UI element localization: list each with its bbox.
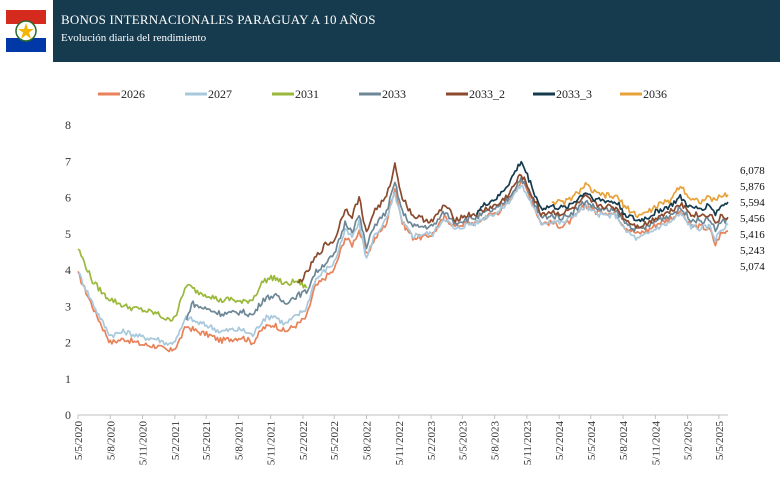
x-tick-label: 5/5/2020 bbox=[73, 421, 85, 461]
x-tick-label: 5/8/2020 bbox=[105, 421, 117, 461]
end-value-label: 5,594 bbox=[740, 197, 765, 209]
chart-subtitle: Evolución diaria del rendimiento bbox=[61, 32, 207, 44]
y-tick-label: 8 bbox=[65, 118, 71, 132]
x-tick-label: 5/2/2024 bbox=[554, 421, 566, 461]
end-value-label: 5,416 bbox=[740, 229, 765, 241]
series-line-2036 bbox=[551, 181, 729, 219]
end-value-label: 5,876 bbox=[740, 181, 765, 193]
x-tick-label: 5/8/2023 bbox=[490, 421, 502, 461]
end-value-label: 5,456 bbox=[740, 213, 765, 225]
x-tick-label: 5/5/2025 bbox=[714, 421, 726, 461]
series-line-2033 bbox=[185, 176, 729, 321]
y-tick-label: 6 bbox=[65, 191, 71, 205]
end-value-label: 5,074 bbox=[740, 261, 765, 273]
x-tick-label: 5/5/2024 bbox=[586, 421, 598, 461]
x-tick-label: 5/5/2022 bbox=[329, 421, 341, 460]
x-tick-label: 5/2/2022 bbox=[298, 421, 310, 460]
paraguay-seal-icon bbox=[6, 10, 46, 52]
x-tick-label: 5/11/2021 bbox=[266, 421, 278, 465]
chart-title: BONOS INTERNACIONALES PARAGUAY A 10 AÑOS bbox=[61, 12, 376, 27]
legend-label: 2031 bbox=[295, 87, 319, 101]
legend-label: 2036 bbox=[643, 87, 667, 101]
legend-label: 2033 bbox=[382, 87, 406, 101]
x-tick-label: 5/11/2020 bbox=[138, 421, 150, 466]
x-tick-label: 5/8/2022 bbox=[361, 421, 373, 460]
x-tick-label: 5/2/2025 bbox=[683, 421, 695, 461]
y-tick-label: 1 bbox=[65, 372, 71, 386]
x-tick-label: 5/8/2024 bbox=[618, 421, 630, 461]
series-line-2026 bbox=[77, 179, 728, 353]
y-tick-label: 7 bbox=[65, 154, 71, 168]
x-tick-label: 5/2/2023 bbox=[426, 421, 438, 461]
x-tick-label: 5/11/2022 bbox=[394, 421, 406, 465]
legend-label: 2033_2 bbox=[469, 87, 505, 101]
x-tick-label: 5/2/2021 bbox=[170, 421, 182, 460]
series-line-2033-2 bbox=[297, 162, 729, 284]
x-tick-label: 5/5/2023 bbox=[457, 421, 469, 461]
y-tick-label: 4 bbox=[65, 263, 71, 277]
legend-label: 2026 bbox=[121, 87, 145, 101]
x-tick-label: 5/8/2021 bbox=[233, 421, 245, 460]
end-value-label: 6,078 bbox=[740, 165, 765, 177]
y-tick-label: 2 bbox=[65, 336, 71, 350]
x-tick-label: 5/11/2024 bbox=[650, 421, 662, 466]
series-line-2031 bbox=[77, 248, 308, 322]
x-tick-label: 5/5/2021 bbox=[201, 421, 213, 460]
end-value-label: 5,243 bbox=[740, 245, 765, 257]
header: BONOS INTERNACIONALES PARAGUAY A 10 AÑOS… bbox=[0, 0, 780, 62]
legend-label: 2033_3 bbox=[556, 87, 592, 101]
title-banner: BONOS INTERNACIONALES PARAGUAY A 10 AÑOS… bbox=[53, 0, 780, 62]
legend-label: 2027 bbox=[208, 87, 232, 101]
x-tick-label: 5/11/2023 bbox=[522, 421, 534, 466]
y-tick-label: 5 bbox=[65, 227, 71, 241]
series-line-2033-3 bbox=[475, 160, 729, 223]
y-tick-label: 3 bbox=[65, 299, 71, 313]
y-tick-label: 0 bbox=[65, 408, 71, 422]
yield-line-chart: 2026 2027 2031 2033 2033_2 2033_3 2036 0 1 2 3 4 5 6 7… bbox=[65, 87, 765, 466]
